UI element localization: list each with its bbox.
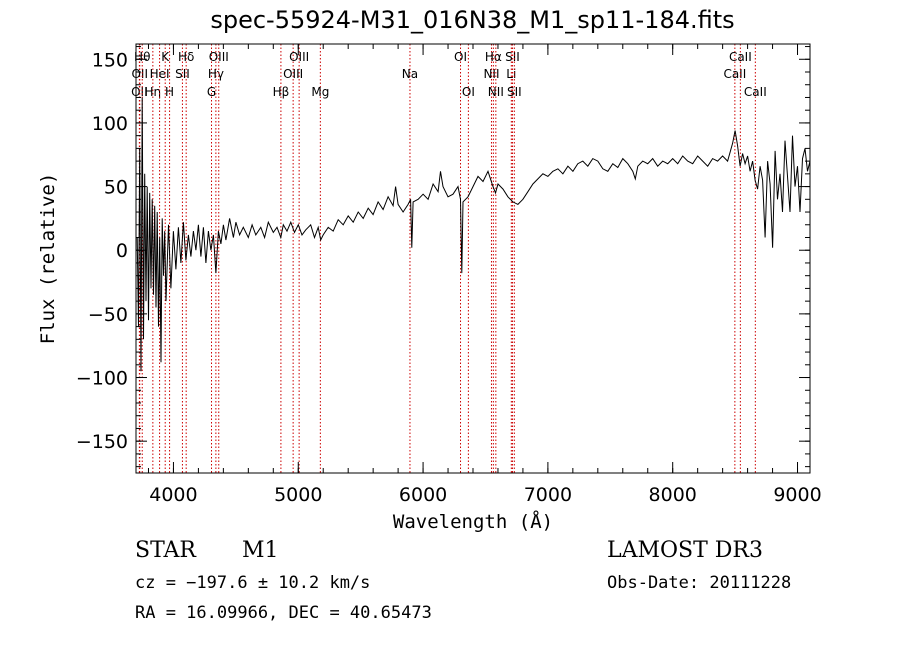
- observation-date: Obs-Date: 20111228: [607, 573, 792, 593]
- line-marker-label: OI: [454, 50, 467, 64]
- plot-frame: [135, 43, 811, 474]
- line-marker-label: NII: [488, 85, 504, 99]
- line-marker-label: Li: [506, 67, 516, 81]
- line-marker-label: OII: [131, 67, 148, 81]
- line-marker-label: Hα: [485, 50, 502, 64]
- y-axis-label: Flux (relative): [37, 173, 59, 345]
- ra-dec-coordinates: RA = 16.09966, DEC = 40.65473: [135, 603, 432, 623]
- x-axis-label: Wavelength (Å): [393, 510, 553, 533]
- line-marker-label: H: [165, 85, 174, 99]
- x-tick-label: 6000: [399, 484, 447, 506]
- y-tick-label: −50: [88, 304, 128, 326]
- line-marker-label: Hη: [145, 85, 162, 99]
- x-tick-label: 4000: [149, 484, 197, 506]
- subclass-label: M1: [242, 538, 279, 563]
- y-tick-label: 0: [116, 240, 128, 262]
- y-tick-label: −100: [76, 368, 128, 390]
- line-marker-label: NII: [483, 67, 499, 81]
- y-tick-label: 100: [92, 113, 128, 135]
- line-marker-label: SII: [505, 50, 520, 64]
- line-marker-label: OIII: [209, 50, 229, 64]
- line-marker-label: CaII: [744, 85, 767, 99]
- line-marker-label: SII: [507, 85, 522, 99]
- line-marker-label: G: [207, 85, 216, 99]
- x-tick-label: 8000: [649, 484, 697, 506]
- line-marker-label: CaII: [723, 67, 746, 81]
- line-marker-label: CaII: [729, 50, 752, 64]
- chart-title: spec-55924-M31_016N38_M1_sp11-184.fits: [210, 6, 735, 34]
- line-marker-label: SII: [175, 67, 190, 81]
- line-marker-label: OIII: [283, 67, 303, 81]
- x-tick-label: 5000: [274, 484, 322, 506]
- survey-label: LAMOST DR3: [607, 538, 763, 563]
- x-tick-label: 7000: [524, 484, 572, 506]
- y-tick-label: −150: [76, 431, 128, 453]
- y-tick-label: 50: [104, 177, 128, 199]
- line-marker-label: K: [161, 50, 170, 64]
- spectrum-series-line: [136, 97, 811, 372]
- line-marker-label: OII: [131, 85, 148, 99]
- redshift-velocity: cz = −197.6 ± 10.2 km/s: [135, 573, 371, 593]
- line-marker-label: OI: [462, 85, 475, 99]
- line-marker-label: Hθ: [134, 50, 150, 64]
- line-marker-label: Na: [402, 67, 418, 81]
- x-tick-label: 9000: [773, 484, 821, 506]
- line-marker-label: Hγ: [208, 67, 224, 81]
- line-marker-label: Mg: [311, 85, 329, 99]
- line-marker-label: Hδ: [178, 50, 194, 64]
- line-marker-label: OIII: [289, 50, 309, 64]
- line-marker-label: HeI: [150, 67, 170, 81]
- object-type-label: STAR: [135, 538, 196, 563]
- line-marker-label: Hβ: [273, 85, 290, 99]
- y-tick-label: 150: [92, 49, 128, 71]
